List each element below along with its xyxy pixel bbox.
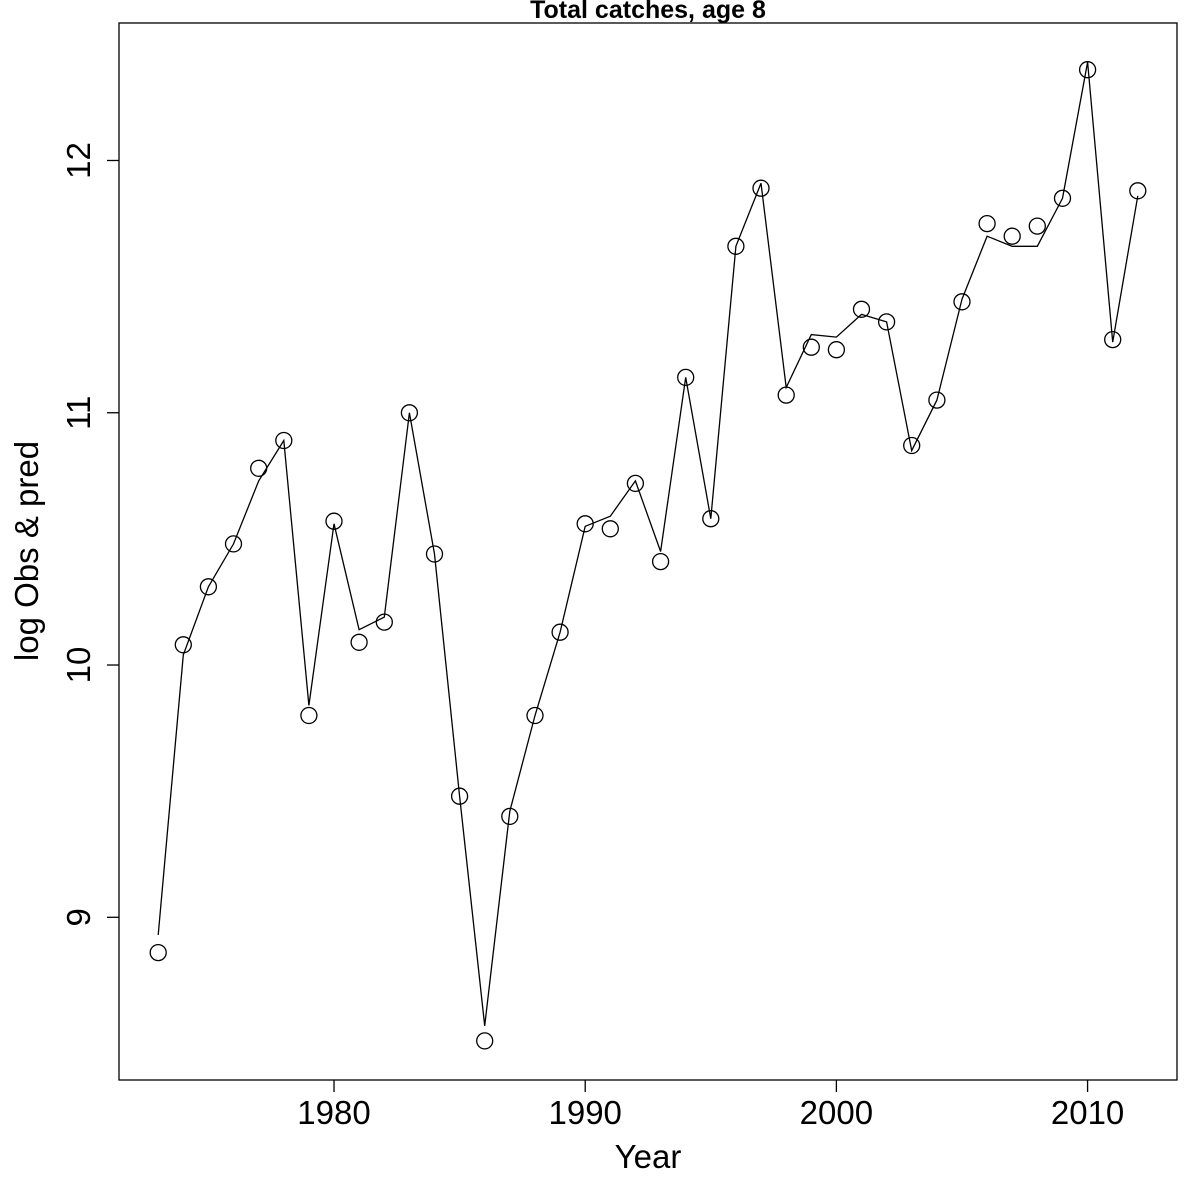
obs-point [903,436,921,455]
obs-point [877,313,896,331]
obs-point [752,179,770,197]
obs-point [978,214,996,233]
obs-point [928,391,946,409]
obs-point [727,237,745,255]
obs-point [651,552,670,571]
obs-point [526,706,544,725]
observed-points-series [149,61,1147,1050]
obs-point [827,341,846,359]
x-axis-label: Year [615,1138,682,1175]
obs-point [777,386,795,404]
obs-point [501,807,519,826]
obs-point [224,535,243,553]
y-tick-label: 12 [60,142,97,179]
obs-point [149,943,167,962]
obs-point [953,293,971,311]
obs-point [1104,330,1122,349]
obs-point [852,300,871,318]
obs-point [677,368,695,387]
obs-point [199,578,218,596]
x-tick-label: 2010 [1051,1094,1124,1131]
y-axis-label: log Obs & pred [8,441,45,661]
obs-point [551,623,569,641]
obs-point [601,520,619,538]
obs-point [425,545,444,563]
y-tick-label: 10 [60,647,97,684]
y-axis: 9 10 11 12 [60,142,119,926]
predicted-line-series [157,61,1139,1026]
obs-point [400,404,419,422]
x-tick-label: 2000 [800,1094,873,1131]
obs-point [802,338,820,356]
obs-point [1028,217,1046,235]
obs-point [350,633,368,651]
obs-point [250,459,268,477]
x-tick-label: 1980 [297,1094,370,1131]
y-tick-label: 9 [60,908,97,926]
obs-point [1078,61,1097,79]
plot-box [118,22,1178,1081]
obs-point [375,613,393,631]
obs-point [450,787,469,805]
obs-point [1053,189,1072,207]
obs-point [702,510,720,528]
y-tick-label: 11 [60,396,97,430]
x-axis: 1980 1990 2000 2010 [297,1080,1124,1131]
obs-point [174,636,192,654]
obs-point [476,1032,494,1050]
obs-point [1003,227,1021,245]
chart-title: Total catches, age 8 [530,0,766,24]
obs-point [300,706,318,725]
x-tick-label: 1990 [548,1094,621,1131]
obs-point [325,512,343,530]
obs-point [1129,182,1147,200]
obs-point [576,515,594,533]
obs-point [275,431,293,450]
obs-point [626,474,645,493]
predicted-line [157,61,1139,1026]
